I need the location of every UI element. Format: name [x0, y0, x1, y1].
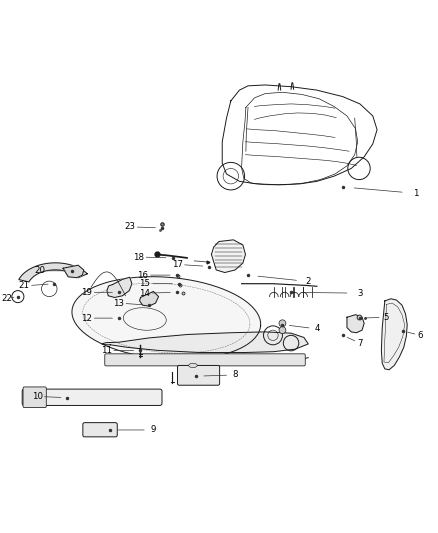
FancyBboxPatch shape: [83, 423, 117, 437]
FancyBboxPatch shape: [105, 354, 305, 366]
Text: 10: 10: [32, 392, 43, 401]
Polygon shape: [72, 277, 261, 360]
Ellipse shape: [189, 364, 197, 368]
Text: 4: 4: [314, 325, 320, 333]
Circle shape: [279, 327, 286, 334]
Text: 21: 21: [19, 281, 30, 290]
Text: 3: 3: [357, 289, 363, 297]
Polygon shape: [140, 292, 159, 306]
Text: 8: 8: [233, 370, 238, 379]
Text: 22: 22: [2, 294, 13, 303]
Text: 23: 23: [124, 222, 135, 231]
Circle shape: [279, 320, 286, 327]
FancyBboxPatch shape: [177, 366, 219, 385]
Text: 13: 13: [113, 298, 124, 308]
Text: 15: 15: [139, 279, 150, 288]
Polygon shape: [19, 263, 87, 282]
Text: 7: 7: [357, 338, 363, 348]
Text: 20: 20: [34, 266, 45, 276]
Text: 16: 16: [137, 271, 148, 280]
FancyBboxPatch shape: [23, 387, 46, 408]
Text: 6: 6: [417, 331, 423, 340]
Polygon shape: [102, 332, 308, 352]
Text: 14: 14: [139, 289, 150, 297]
Text: 12: 12: [81, 313, 92, 322]
Polygon shape: [63, 265, 84, 278]
Text: 18: 18: [133, 253, 144, 262]
Polygon shape: [381, 299, 407, 370]
FancyBboxPatch shape: [22, 389, 162, 406]
Text: 17: 17: [172, 260, 183, 269]
Text: 5: 5: [383, 313, 389, 322]
Polygon shape: [107, 277, 132, 297]
Text: 19: 19: [81, 288, 92, 297]
Text: 11: 11: [101, 346, 112, 355]
Text: 2: 2: [305, 277, 311, 286]
Text: 9: 9: [151, 425, 156, 434]
Polygon shape: [212, 240, 245, 272]
Text: 1: 1: [413, 189, 419, 198]
Polygon shape: [347, 314, 364, 333]
